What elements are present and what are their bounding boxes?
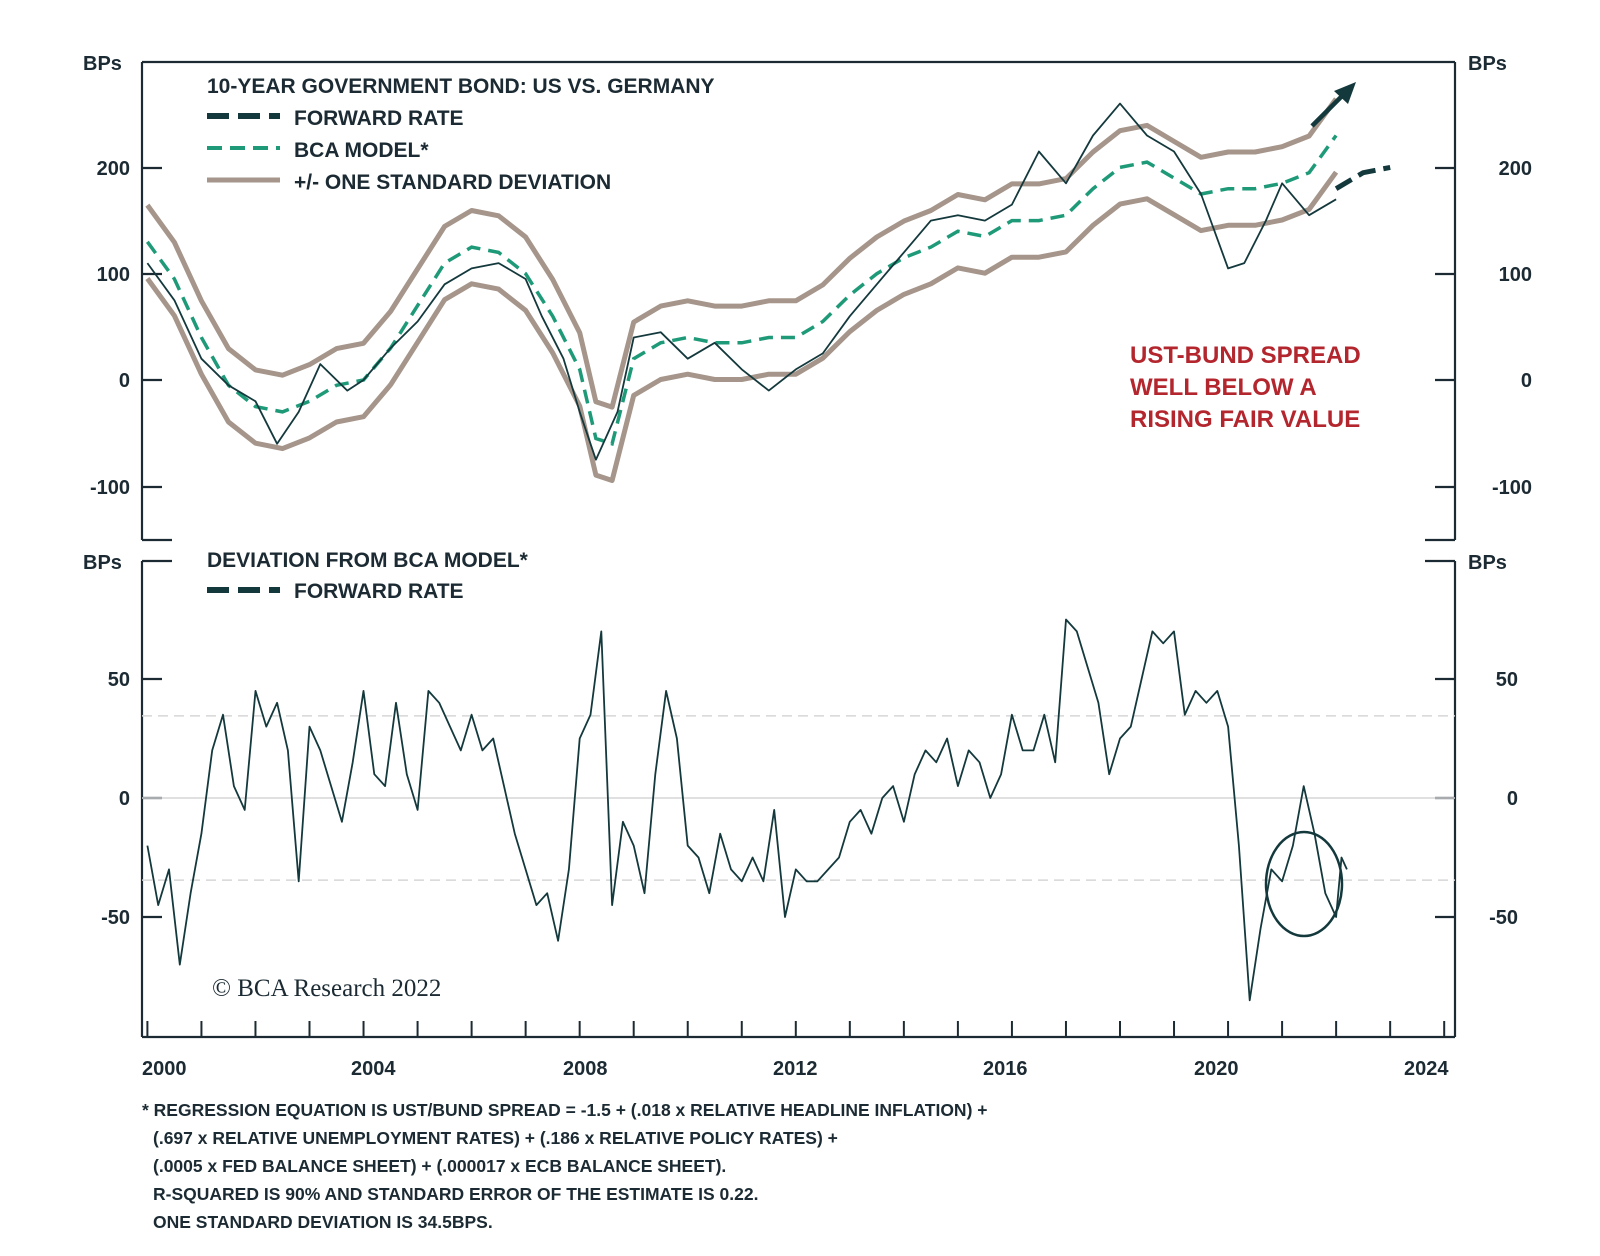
xtick-2020: 2020	[1194, 1058, 1239, 1080]
xtick-2016: 2016	[983, 1058, 1028, 1080]
highlight-circle	[1264, 830, 1344, 938]
spread-line	[146, 102, 1337, 461]
annotation-line-2: WELL BELOW A	[1130, 374, 1317, 401]
bottom-legend-forward-label: FORWARD RATE	[294, 580, 464, 603]
xtick-2008: 2008	[563, 1058, 608, 1080]
bottom-panel	[140, 559, 1457, 1039]
top-ytick-left-0: 0	[119, 370, 130, 392]
legend-model-label: BCA MODEL*	[294, 139, 429, 162]
top-chart-title: 10-YEAR GOVERNMENT BOND: US VS. GERMANY	[207, 75, 715, 98]
deviation-line	[146, 618, 1348, 1002]
annotation-line-1: UST-BUND SPREAD	[1130, 342, 1361, 369]
rising-arrow-shaft	[1310, 94, 1344, 128]
upper-band-line	[145, 97, 1339, 410]
top-ytick-right-100: 100	[1499, 264, 1532, 286]
top-ytick-left-200: 200	[97, 158, 130, 180]
bottom-ytick-left-50: 50	[108, 669, 130, 691]
reference-lines	[142, 715, 1455, 881]
top-ytick-right-neg100: -100	[1492, 477, 1532, 499]
bottom-ytick-left-0: 0	[119, 788, 130, 810]
top-ytick-right-0: 0	[1521, 370, 1532, 392]
bottom-ytick-right-0: 0	[1507, 788, 1518, 810]
x-axis-ticks	[146, 1021, 1446, 1037]
bottom-ytick-right-50: 50	[1496, 669, 1518, 691]
footnote-line-5: ONE STANDARD DEVIATION IS 34.5BPS.	[153, 1212, 493, 1232]
bottom-left-unit: BPs	[83, 552, 122, 574]
footnote-line-3: (.0005 x FED BALANCE SHEET) + (.000017 x…	[153, 1156, 726, 1176]
annotation-line-3: RISING FAIR VALUE	[1130, 406, 1360, 433]
bottom-ytick-left-neg50: -50	[101, 907, 130, 929]
bottom-ytick-right-neg50: -50	[1489, 907, 1518, 929]
model-line	[145, 134, 1338, 447]
top-ytick-right-200: 200	[1499, 158, 1532, 180]
top-right-unit: BPs	[1468, 53, 1507, 75]
bottom-chart-title: DEVIATION FROM BCA MODEL*	[207, 549, 529, 572]
footnote-line-2: (.697 x RELATIVE UNEMPLOYMENT RATES) + (…	[153, 1128, 838, 1148]
xtick-2012: 2012	[773, 1058, 818, 1080]
xtick-2004: 2004	[351, 1058, 396, 1080]
bottom-series-group	[146, 618, 1348, 1002]
top-panel	[140, 60, 1457, 542]
legend-band-label: +/- ONE STANDARD DEVIATION	[294, 171, 611, 194]
xtick-2000: 2000	[142, 1058, 187, 1080]
lower-band-line	[145, 170, 1339, 483]
xtick-2024: 2024	[1404, 1058, 1449, 1080]
rising-arrow-head	[1334, 82, 1356, 104]
top-left-unit: BPs	[83, 53, 122, 75]
legend-forward-label: FORWARD RATE	[294, 107, 464, 130]
forward-rate-line	[1334, 164, 1391, 191]
footnote-line-1: * REGRESSION EQUATION IS UST/BUND SPREAD…	[142, 1100, 987, 1120]
copyright-text: © BCA Research 2022	[212, 975, 441, 1002]
top-ytick-left-100: 100	[97, 264, 130, 286]
top-series-group	[145, 97, 1391, 483]
bottom-right-unit: BPs	[1468, 552, 1507, 574]
top-ytick-left-neg100: -100	[90, 477, 130, 499]
footnote-line-4: R-SQUARED IS 90% AND STANDARD ERROR OF T…	[153, 1184, 758, 1204]
